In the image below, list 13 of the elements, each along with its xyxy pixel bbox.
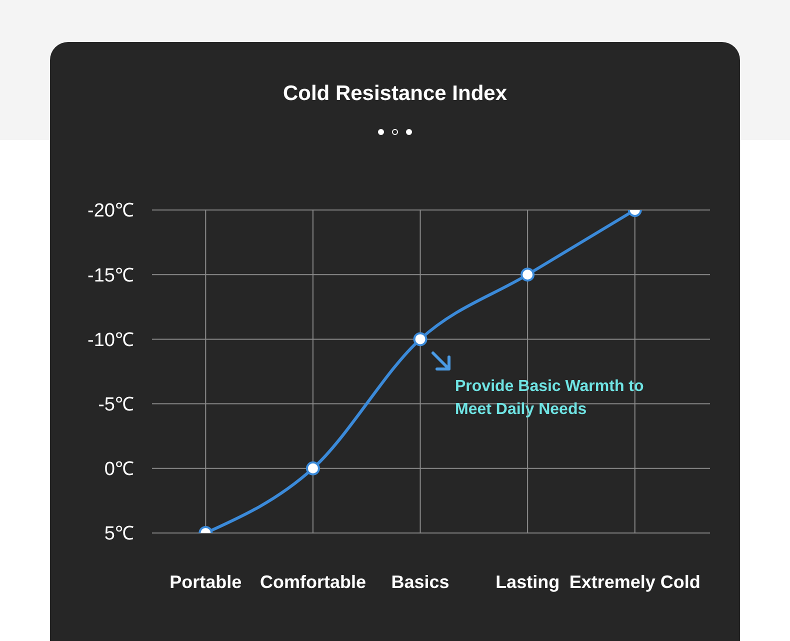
y-tick-label: -10℃ [88,330,134,351]
y-tick-label: -5℃ [98,394,134,416]
x-tick-label: Extremely Cold [569,572,700,592]
y-tick-label: 0℃ [104,459,134,480]
x-tick-label: Basics [391,572,450,592]
y-tick-label: -15℃ [88,265,134,286]
x-tick-label: Portable [170,572,242,592]
y-tick-label: 5℃ [104,524,134,545]
chart-title: Cold Resistance Index [282,82,508,106]
annotation: Provide Basic Warmth to Meet Daily Needs [455,377,645,420]
x-tick-label: Comfortable [260,572,366,592]
x-tick-label: Lasting [496,572,560,592]
y-tick-label: -20℃ [88,200,134,222]
